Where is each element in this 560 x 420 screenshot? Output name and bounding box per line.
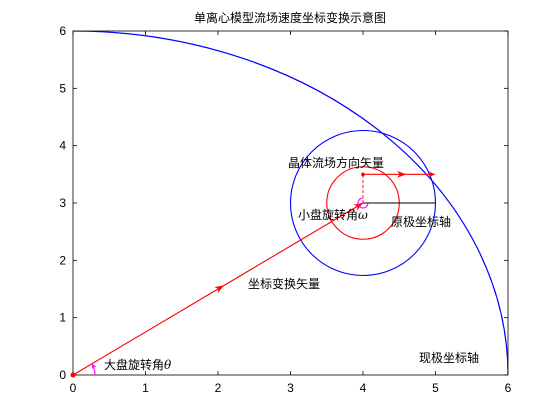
origin-point xyxy=(70,372,76,378)
label-original-polar-axis: 原极坐标轴 xyxy=(391,214,451,229)
label-small-disk-angle-symbol: ω xyxy=(358,208,368,222)
y-tick-label: 2 xyxy=(59,253,66,267)
y-tick-label: 5 xyxy=(59,81,66,95)
label-crystal-flow-vector: 晶体流场方向矢量 xyxy=(288,155,384,170)
label-big-disk-angle-symbol: θ xyxy=(164,358,172,372)
big-disk-arc xyxy=(73,31,508,375)
x-tick-label: 0 xyxy=(70,381,77,395)
crystal-flow-arrowhead-mid xyxy=(397,170,407,178)
chart-title: 单离心模型流场速度坐标变换示意图 xyxy=(194,10,386,25)
y-tick-label: 4 xyxy=(59,139,66,153)
coord-transform-arrowhead-end xyxy=(353,203,363,211)
x-tick-label: 5 xyxy=(432,381,439,395)
x-tick-label: 1 xyxy=(142,381,149,395)
coord-transform-vector-line xyxy=(72,202,364,376)
label-big-disk-angle: 大盘旋转角θ xyxy=(104,357,172,372)
crystal-flow-arrowhead-end xyxy=(428,171,435,178)
label-big-disk-angle-prefix: 大盘旋转角 xyxy=(104,357,164,372)
x-tick-label: 3 xyxy=(287,381,294,395)
label-current-polar-axis: 现极坐标轴 xyxy=(419,350,479,365)
label-small-disk-angle-prefix: 小盘旋转角 xyxy=(298,207,358,222)
small-disk-angle-arc xyxy=(357,197,369,209)
y-tick-label: 6 xyxy=(59,24,66,38)
coord-transform-arrowhead-mid xyxy=(214,285,224,294)
label-small-disk-angle: 小盘旋转角ω xyxy=(298,207,368,222)
x-tick-label: 6 xyxy=(505,381,512,395)
y-tick-label: 0 xyxy=(59,368,66,382)
y-tick-label: 3 xyxy=(59,196,66,210)
axis-ticks: 0 1 2 3 4 5 6 0 1 2 3 4 5 6 xyxy=(59,24,511,395)
y-tick-label: 1 xyxy=(59,311,66,325)
x-tick-label: 4 xyxy=(360,381,367,395)
label-coord-transform-vector: 坐标变换矢量 xyxy=(248,276,320,291)
x-tick-label: 2 xyxy=(215,381,222,395)
big-disk-angle-arrowhead xyxy=(91,363,97,370)
